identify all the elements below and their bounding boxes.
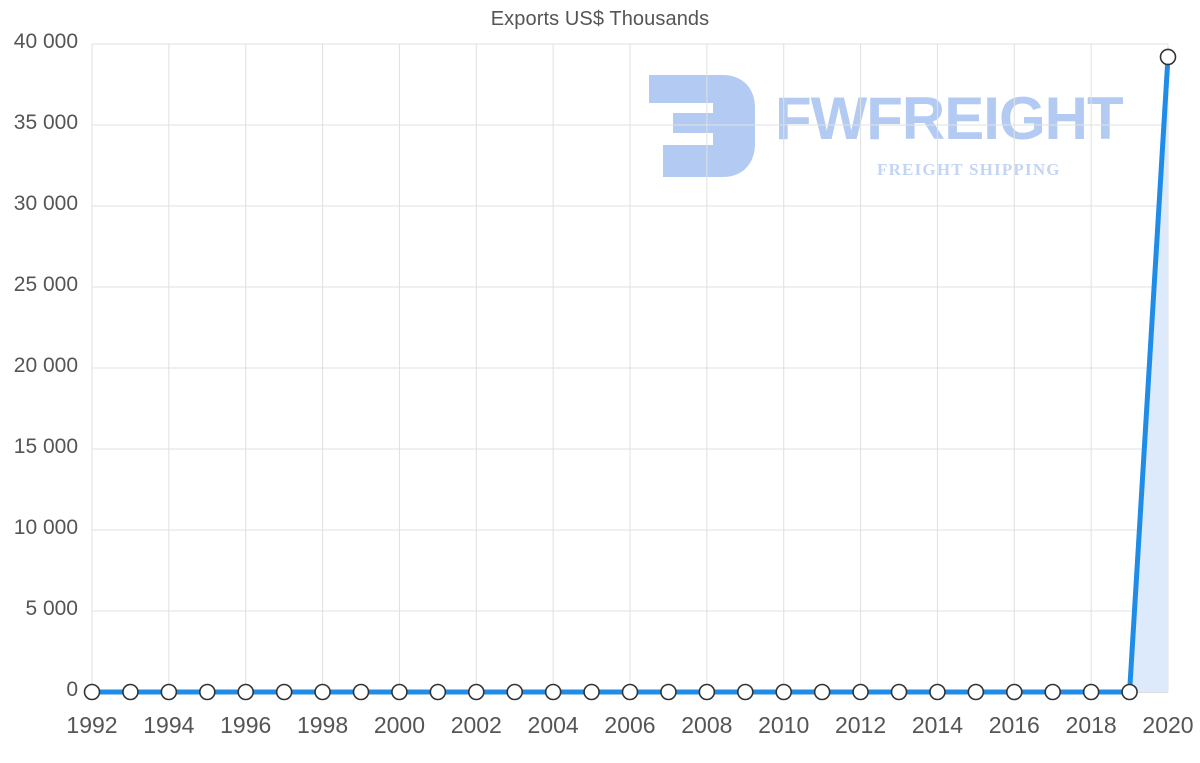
data-point-marker[interactable]: [775, 683, 793, 701]
y-axis-tick: 40 000: [0, 30, 78, 53]
y-axis-tick-label: 15 000: [13, 435, 78, 458]
data-point-marker[interactable]: [813, 683, 831, 701]
data-point-marker[interactable]: [890, 683, 908, 701]
data-point-marker[interactable]: [544, 683, 562, 701]
data-point-marker[interactable]: [621, 683, 639, 701]
y-axis-tick-label: 5 000: [25, 597, 78, 620]
y-axis-tick: 30 000: [0, 192, 78, 215]
x-axis-tick-label: 2004: [527, 712, 579, 738]
data-point-marker[interactable]: [1044, 683, 1062, 701]
y-axis-tick: 35 000: [0, 111, 78, 134]
x-axis-tick-label: 2006: [604, 712, 656, 738]
data-point-marker[interactable]: [237, 683, 255, 701]
y-axis-tick: 15 000: [0, 435, 78, 458]
x-axis-tick-label: 2012: [834, 712, 887, 738]
data-point-marker[interactable]: [1082, 683, 1100, 701]
y-axis-tick-label: 10 000: [13, 516, 78, 539]
data-point-marker[interactable]: [122, 683, 139, 701]
data-point-marker[interactable]: [852, 683, 869, 701]
x-axis-tick-label: 2016: [988, 712, 1040, 738]
data-point-marker[interactable]: [1121, 683, 1138, 701]
x-axis-tick-label: 2000: [373, 712, 425, 738]
data-point-marker[interactable]: [83, 683, 101, 701]
y-axis-tick-label: 30 000: [13, 192, 78, 215]
data-point-marker[interactable]: [429, 683, 447, 701]
vertical-gridlines: [91, 44, 1169, 692]
y-axis-tick: 25 000: [0, 273, 78, 296]
x-axis-tick-label: 2018: [1065, 712, 1117, 738]
data-point-marker[interactable]: [1159, 48, 1177, 66]
chart-title: Exports US$ Thousands: [490, 8, 710, 30]
data-point-marker[interactable]: [698, 683, 716, 701]
data-point-marker[interactable]: [314, 683, 331, 701]
x-axis-tick-label: 2014: [911, 712, 963, 738]
data-point-marker[interactable]: [160, 683, 178, 701]
y-axis-tick-label: 0: [66, 678, 78, 701]
x-axis-tick-label: 2002: [450, 712, 502, 738]
x-axis-tick-label: 1996: [220, 712, 272, 738]
data-point-marker[interactable]: [506, 683, 524, 701]
y-axis-tick: 10 000: [0, 516, 78, 539]
y-axis-tick-label: 25 000: [13, 273, 78, 296]
data-point-marker[interactable]: [391, 683, 408, 701]
data-point-marker[interactable]: [198, 683, 216, 701]
data-point-marker[interactable]: [275, 683, 293, 701]
y-axis-tick: 0: [0, 678, 78, 701]
y-axis-tick-label: 35 000: [13, 111, 78, 134]
data-point-marker[interactable]: [583, 683, 600, 701]
x-axis-tick-label: 1994: [143, 712, 195, 738]
x-axis-tick-label: 1992: [66, 712, 118, 738]
y-axis-tick: 5 000: [0, 597, 78, 620]
data-point-marker[interactable]: [967, 683, 985, 701]
x-axis-tick-label: 2020: [1142, 712, 1194, 738]
data-point-marker[interactable]: [467, 683, 485, 701]
x-axis-tick-label: 1998: [296, 712, 349, 738]
x-axis-tick-label: 2008: [681, 712, 733, 738]
x-axis-tick-label: 2010: [758, 712, 810, 738]
data-point-marker[interactable]: [929, 683, 946, 701]
data-point-marker[interactable]: [1005, 683, 1023, 701]
y-axis-tick: 20 000: [0, 354, 78, 377]
y-axis-tick-label: 20 000: [13, 354, 78, 377]
data-point-marker[interactable]: [352, 683, 370, 701]
series-markers: [83, 48, 1177, 701]
data-point-marker[interactable]: [736, 683, 754, 701]
data-point-marker[interactable]: [660, 683, 677, 701]
y-axis-tick-label: 40 000: [13, 30, 78, 53]
